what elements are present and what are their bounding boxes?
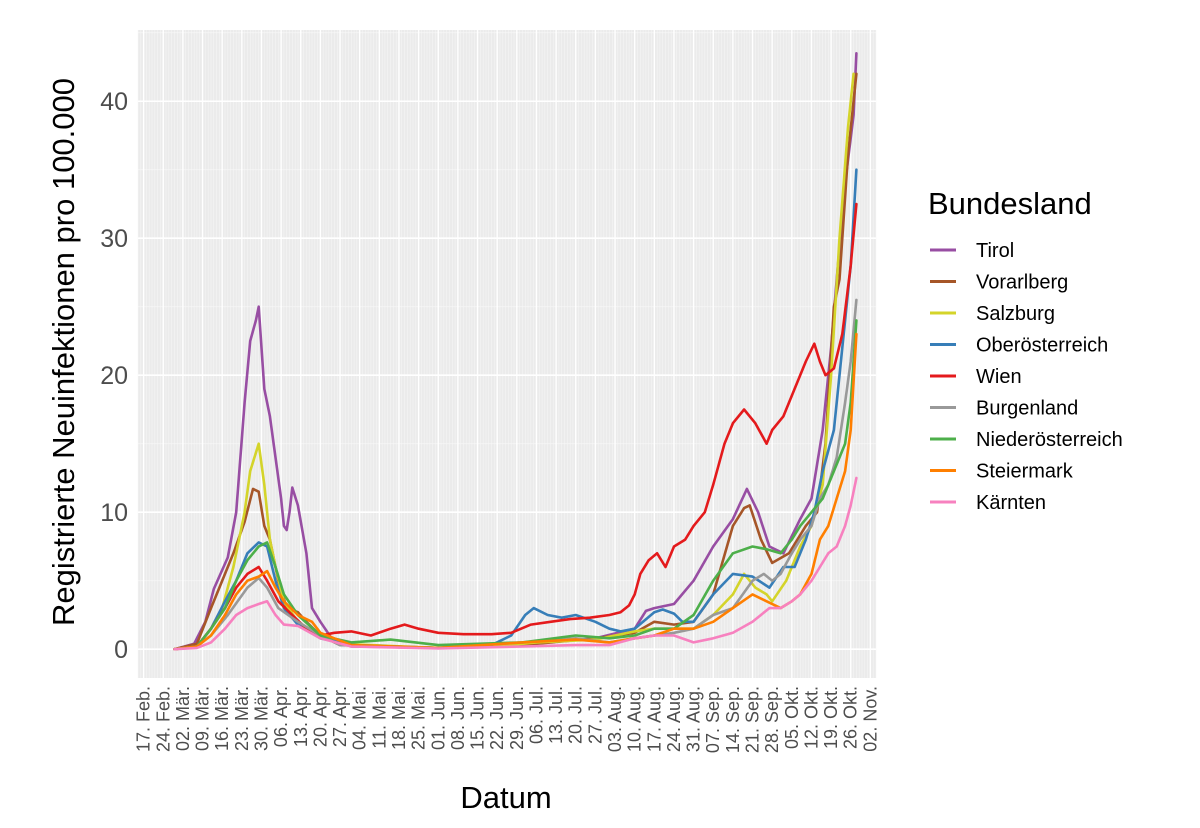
y-tick-label: 20 bbox=[100, 362, 128, 390]
x-tick-label: 07. Sep. bbox=[703, 686, 723, 753]
legend-label-2: Salzburg bbox=[976, 303, 1055, 325]
x-tick-label: 02. Nov. bbox=[860, 686, 880, 752]
series-line-5 bbox=[173, 298, 858, 651]
x-tick-label: 24. Feb. bbox=[153, 686, 173, 752]
x-tick-label: 21. Sep. bbox=[743, 686, 763, 753]
x-tick-labels: 17. Feb. 24. Feb. 02. Mär. 09. Mär. 16. Mär.… bbox=[134, 686, 881, 753]
x-tick-label: 14. Sep. bbox=[723, 686, 743, 753]
x-tick-label: 25. Mai. bbox=[409, 686, 429, 750]
x-tick-label: 02. Mär. bbox=[173, 686, 193, 751]
x-tick-label: 17. Feb. bbox=[134, 686, 154, 752]
x-tick-label: 09. Mär. bbox=[193, 686, 213, 751]
x-tick-label: 13. Jul. bbox=[546, 686, 566, 744]
legend-title: Bundesland bbox=[928, 186, 1092, 221]
legend-label-6: Niederösterreich bbox=[976, 429, 1123, 451]
x-tick-label: 13. Apr. bbox=[291, 686, 311, 747]
x-tick-label: 17. Aug. bbox=[644, 686, 664, 752]
series-line-3 bbox=[173, 168, 858, 651]
legend-label-1: Vorarlberg bbox=[976, 272, 1068, 294]
y-axis-title: Registrierte Neuinfektionen pro 100.000 bbox=[46, 78, 81, 626]
legend-label-5: Burgenland bbox=[976, 398, 1078, 420]
x-axis-title: Datum bbox=[460, 780, 551, 815]
series-line-4 bbox=[173, 202, 858, 651]
x-tick-label: 18. Mai. bbox=[389, 686, 409, 750]
x-tick-label: 04. Mai. bbox=[350, 686, 370, 750]
x-tick-label: 20. Jul. bbox=[566, 686, 586, 744]
grid-lines bbox=[137, 30, 877, 678]
x-tick-label: 01. Jun. bbox=[428, 686, 448, 750]
x-tick-label: 12. Okt. bbox=[801, 686, 821, 749]
x-tick-label: 30. Mär. bbox=[251, 686, 271, 751]
x-tick-label: 28. Sep. bbox=[762, 686, 782, 753]
x-tick-label: 23. Mär. bbox=[232, 686, 252, 751]
y-tick-labels: 0 10 20 30 40 bbox=[100, 88, 128, 664]
x-tick-label: 15. Jun. bbox=[468, 686, 488, 750]
x-tick-label: 27. Apr. bbox=[330, 686, 350, 747]
x-tick-label: 24. Aug. bbox=[664, 686, 684, 752]
x-tick-label: 22. Jun. bbox=[487, 686, 507, 750]
x-tick-label: 06. Jul. bbox=[526, 686, 546, 744]
x-tick-label: 26. Okt. bbox=[841, 686, 861, 749]
x-tick-label: 20. Apr. bbox=[310, 686, 330, 747]
x-tick-label: 19. Okt. bbox=[821, 686, 841, 749]
x-tick-label: 05. Okt. bbox=[782, 686, 802, 749]
x-tick-label: 03. Aug. bbox=[605, 686, 625, 752]
y-tick-label: 10 bbox=[100, 499, 128, 527]
series-line-6 bbox=[173, 319, 858, 651]
x-tick-label: 27. Jul. bbox=[585, 686, 605, 744]
legend: Bundesland Tirol Vorarlberg Salzburg Oberös… bbox=[928, 186, 1123, 514]
y-tick-label: 0 bbox=[114, 636, 128, 664]
x-tick-label: 06. Apr. bbox=[271, 686, 291, 747]
x-tick-label: 10. Aug. bbox=[625, 686, 645, 752]
x-tick-label: 11. Mai. bbox=[369, 686, 389, 749]
series-line-7 bbox=[173, 332, 858, 651]
legend-label-7: Steiermark bbox=[976, 461, 1074, 483]
x-tick-label: 29. Jun. bbox=[507, 686, 527, 750]
x-tick-label: 16. Mär. bbox=[212, 686, 232, 751]
x-tick-label: 31. Aug. bbox=[684, 686, 704, 752]
x-tick-label: 08. Jun. bbox=[448, 686, 468, 750]
legend-label-8: Kärnten bbox=[976, 492, 1046, 514]
y-tick-label: 40 bbox=[100, 88, 128, 116]
legend-label-4: Wien bbox=[976, 366, 1022, 388]
legend-label-0: Tirol bbox=[976, 240, 1014, 262]
series-line-8 bbox=[173, 476, 858, 651]
legend-label-3: Oberösterreich bbox=[976, 335, 1108, 357]
series-layer bbox=[173, 52, 858, 651]
y-tick-label: 30 bbox=[100, 225, 128, 253]
